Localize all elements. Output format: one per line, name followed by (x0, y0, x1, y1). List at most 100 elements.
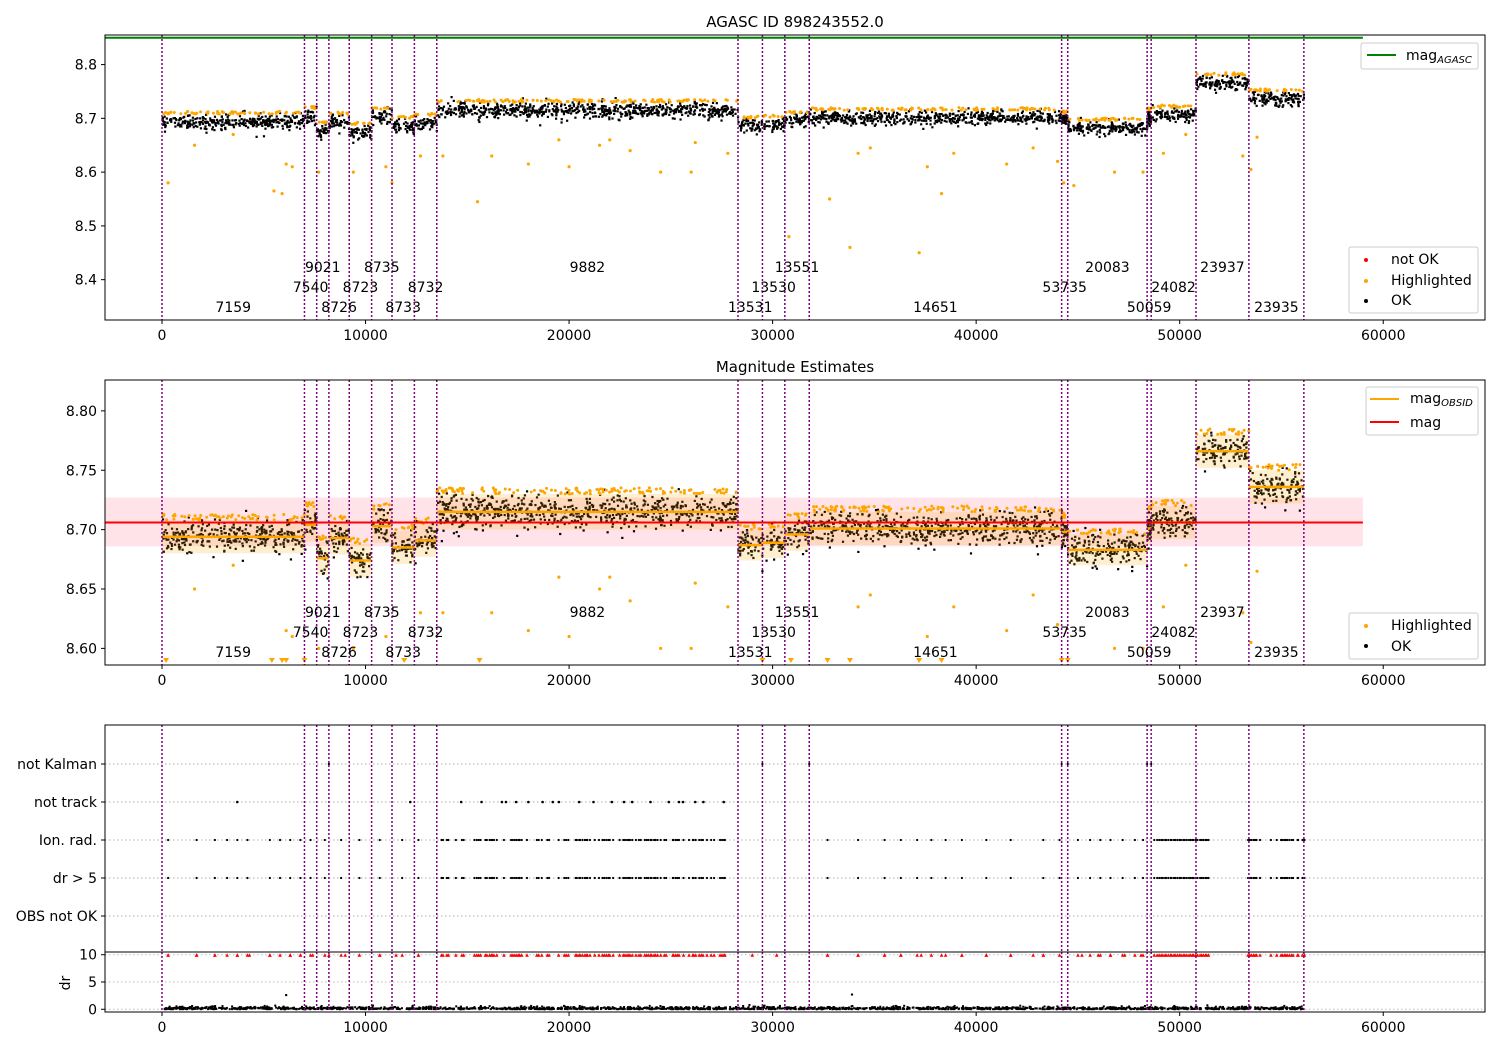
ok-point (658, 512, 661, 515)
ok-point (389, 508, 392, 511)
obsid-label: 9882 (570, 260, 606, 276)
ok-point (966, 112, 970, 116)
highlighted-point (218, 516, 222, 520)
ok-point (722, 108, 725, 111)
highlighted-point (597, 488, 601, 492)
highlighted-outlier (290, 165, 294, 169)
ok-point (691, 508, 695, 511)
ok-point (1128, 130, 1131, 133)
ok-point (470, 110, 473, 113)
ok-point (588, 108, 592, 111)
highlighted-point (764, 113, 768, 117)
ok-point (824, 110, 827, 113)
ok-point (1290, 98, 1293, 101)
ok-point (1128, 123, 1131, 126)
ok-point (255, 135, 258, 138)
ok-point (652, 518, 655, 521)
ok-point (162, 120, 165, 123)
highlighted-point (712, 98, 716, 102)
ok-point (480, 111, 483, 114)
ok-point (1180, 111, 1183, 115)
highlighted-point (439, 99, 443, 103)
ok-point (812, 115, 815, 119)
ok-point (366, 553, 369, 556)
ok-point (330, 115, 333, 118)
ok-point (670, 104, 673, 107)
ok-point (422, 119, 425, 122)
highlighted-point (786, 513, 790, 517)
ok-point (172, 531, 175, 534)
ok-point (567, 506, 570, 509)
ok-point (363, 570, 366, 573)
ok-point (821, 112, 824, 115)
ok-point (174, 125, 177, 128)
ok-point (251, 118, 255, 121)
ok-point (1111, 125, 1114, 128)
ok-point (547, 509, 550, 512)
ok-point (532, 105, 535, 108)
ok-point (343, 531, 346, 535)
highlighted-point (950, 108, 954, 112)
ok-point (816, 117, 819, 120)
highlighted-point (288, 518, 292, 522)
ok-point (326, 553, 329, 556)
ok-point (711, 109, 715, 113)
ok-point (512, 519, 515, 523)
ok-point (582, 529, 585, 532)
ok-point (391, 542, 394, 545)
ok-point (609, 111, 613, 114)
ok-point (1244, 88, 1247, 91)
ok-point (181, 548, 184, 551)
highlighted-point (449, 486, 453, 490)
ok-point (1114, 129, 1117, 132)
ok-point (228, 532, 231, 536)
ok-point (242, 119, 245, 122)
highlighted-point (433, 112, 437, 116)
highlighted-outlier (1241, 154, 1245, 158)
ok-point (777, 535, 780, 539)
ok-point (410, 534, 413, 537)
ok-point (622, 107, 625, 110)
highlighted-point (629, 98, 633, 102)
highlighted-point (628, 489, 632, 493)
ok-point (366, 556, 369, 559)
highlighted-point (585, 491, 589, 495)
highlighted-point (624, 99, 628, 103)
ok-point (782, 130, 785, 133)
ok-point (209, 532, 212, 535)
ok-point (720, 517, 723, 520)
ok-point (1130, 126, 1133, 129)
ok-point (191, 524, 195, 527)
ok-point (501, 501, 504, 504)
ok-point (828, 117, 831, 120)
ok-point (1001, 110, 1004, 113)
ok-point (561, 516, 565, 519)
ok-point (643, 110, 646, 113)
ok-point (944, 114, 948, 117)
ok-point (585, 497, 588, 500)
ok-point (613, 108, 616, 111)
highlighted-outlier (567, 165, 571, 169)
ok-point (351, 129, 354, 132)
ok-point (689, 525, 692, 528)
highlighted-point (885, 107, 889, 111)
ok-point (317, 130, 321, 133)
highlighted-point (1258, 89, 1262, 93)
ok-point (739, 129, 742, 132)
ok-point (677, 110, 681, 113)
ok-point (1176, 115, 1180, 118)
ok-point (997, 115, 1000, 118)
ok-point (498, 514, 501, 518)
highlighted-outlier (1255, 135, 1259, 139)
ok-point (309, 115, 312, 118)
ok-point (1095, 133, 1098, 136)
ok-point (842, 119, 845, 122)
ok-point (709, 501, 712, 504)
obsid-label: 20083 (1085, 260, 1130, 276)
ok-point (778, 543, 781, 546)
ok-point (259, 537, 262, 540)
ok-point (450, 108, 453, 111)
ok-point (588, 501, 592, 504)
ok-point (1057, 110, 1061, 113)
